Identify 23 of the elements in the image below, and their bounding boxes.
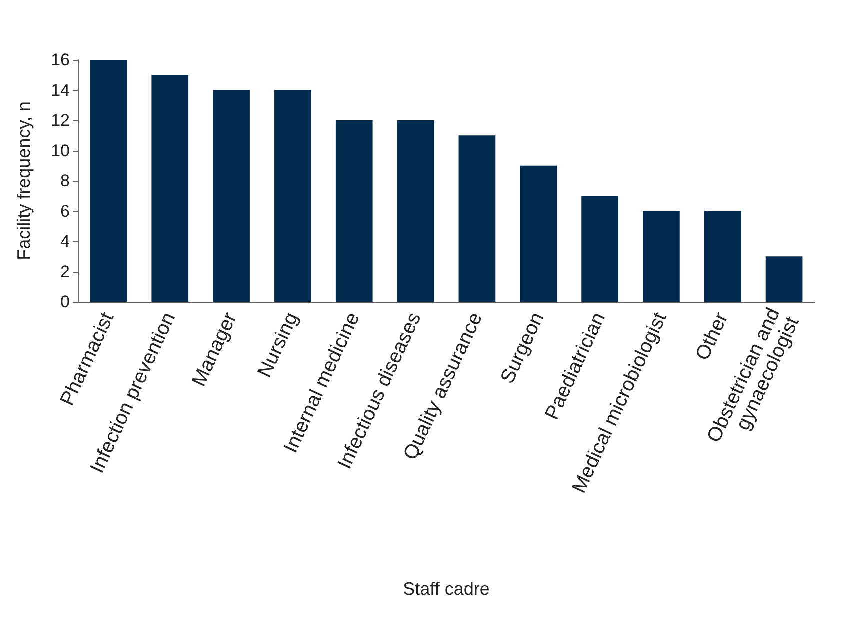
bar [766,256,803,302]
bar [213,90,250,302]
y-axis-title: Facility frequency, n [14,102,34,260]
y-tick-label: 2 [60,262,70,282]
y-tick-label: 4 [60,232,70,251]
bar [397,120,434,302]
bar [704,211,742,302]
y-tick-label: 8 [60,172,70,190]
x-axis-title: Staff cadre [403,579,490,599]
bar [274,90,312,302]
bar [336,120,373,302]
y-tick-label: 12 [51,111,70,130]
bar [90,60,128,302]
bar [520,166,558,302]
bar [582,196,618,302]
bar [458,136,496,302]
bar [152,75,189,302]
bar [643,211,680,302]
y-tick-label: 0 [60,292,70,312]
y-tick-label: 6 [60,202,70,221]
y-tick-label: 10 [51,141,70,160]
y-tick-label: 14 [51,80,70,100]
y-tick-label: 16 [51,50,70,70]
